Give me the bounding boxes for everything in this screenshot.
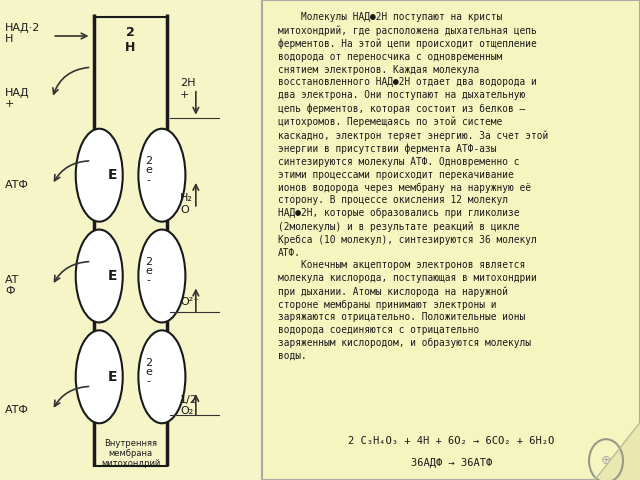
Text: Е: Е <box>108 269 117 283</box>
Text: АТ
Ф: АТ Ф <box>5 275 20 296</box>
Text: Н₂
О: Н₂ О <box>180 193 193 215</box>
Text: 36АДФ → 36АТФ: 36АДФ → 36АТФ <box>411 458 492 468</box>
Text: ⊕: ⊕ <box>601 454 611 468</box>
Text: НАД·2
Н: НАД·2 Н <box>5 23 40 45</box>
Text: Молекулы НАД●2Н поступают на кристы
митохондрий, где расположена дыхательная цеп: Молекулы НАД●2Н поступают на кристы мито… <box>278 12 548 361</box>
Ellipse shape <box>138 229 186 323</box>
Text: АТФ: АТФ <box>5 180 29 190</box>
Polygon shape <box>595 422 640 480</box>
Text: Е: Е <box>108 370 117 384</box>
Ellipse shape <box>76 330 123 423</box>
Ellipse shape <box>76 129 123 222</box>
Text: 2 С₃Н₄О₃ + 4Н + 6О₂ → 6СО₂ + 6Н₂О: 2 С₃Н₄О₃ + 4Н + 6О₂ → 6СО₂ + 6Н₂О <box>348 436 554 445</box>
Text: О²⁻: О²⁻ <box>180 298 199 307</box>
Ellipse shape <box>138 129 186 222</box>
FancyBboxPatch shape <box>262 0 640 480</box>
Text: 2Н
+: 2Н + <box>180 78 196 100</box>
Text: Внутренняя
мембрана
митохондрий: Внутренняя мембрана митохондрий <box>101 439 160 468</box>
Text: АТФ: АТФ <box>5 406 29 415</box>
Text: Е: Е <box>108 168 117 182</box>
Text: НАД
+: НАД + <box>5 87 30 109</box>
Text: 2
Н: 2 Н <box>125 26 136 54</box>
Text: 2
e
-: 2 e - <box>145 358 152 386</box>
Text: 2
e
-: 2 e - <box>145 156 152 185</box>
Text: 2
e
-: 2 e - <box>145 257 152 286</box>
Ellipse shape <box>76 229 123 323</box>
Ellipse shape <box>138 330 186 423</box>
Text: 1/2
О₂: 1/2 О₂ <box>180 395 198 416</box>
